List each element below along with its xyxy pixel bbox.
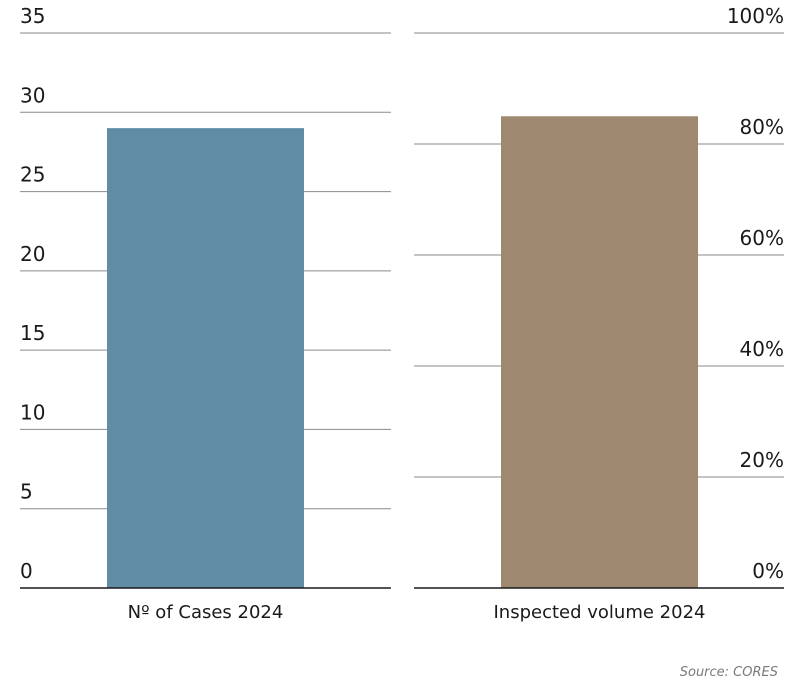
right-tick-label: 20% [740, 448, 784, 472]
left-bar [107, 128, 304, 588]
category-labels: Nº of Cases 2024 Inspected volume 2024 [128, 602, 706, 623]
right-y-axis-ticks: 0% 20% 40% 60% 80% 100% [727, 4, 784, 583]
left-tick-label: 25 [20, 163, 45, 187]
right-bar [501, 116, 698, 588]
left-tick-label: 0 [20, 559, 33, 583]
right-tick-label: 100% [727, 4, 784, 28]
left-tick-label: 30 [20, 83, 45, 107]
left-tick-label: 20 [20, 242, 45, 266]
right-category-label: Inspected volume 2024 [494, 602, 706, 623]
right-tick-label: 40% [740, 337, 784, 361]
right-tick-label: 0% [752, 559, 784, 583]
left-tick-label: 15 [20, 321, 45, 345]
left-tick-label: 35 [20, 4, 45, 28]
left-category-label: Nº of Cases 2024 [128, 602, 284, 623]
left-tick-label: 10 [20, 400, 45, 424]
left-bars [107, 128, 304, 588]
source-note: Source: CORES [680, 665, 778, 680]
right-tick-label: 80% [740, 115, 784, 139]
right-tick-label: 60% [740, 226, 784, 250]
left-y-axis-ticks: 0 5 10 15 20 25 30 35 [20, 4, 45, 583]
right-bars [501, 116, 698, 588]
left-tick-label: 5 [20, 480, 33, 504]
